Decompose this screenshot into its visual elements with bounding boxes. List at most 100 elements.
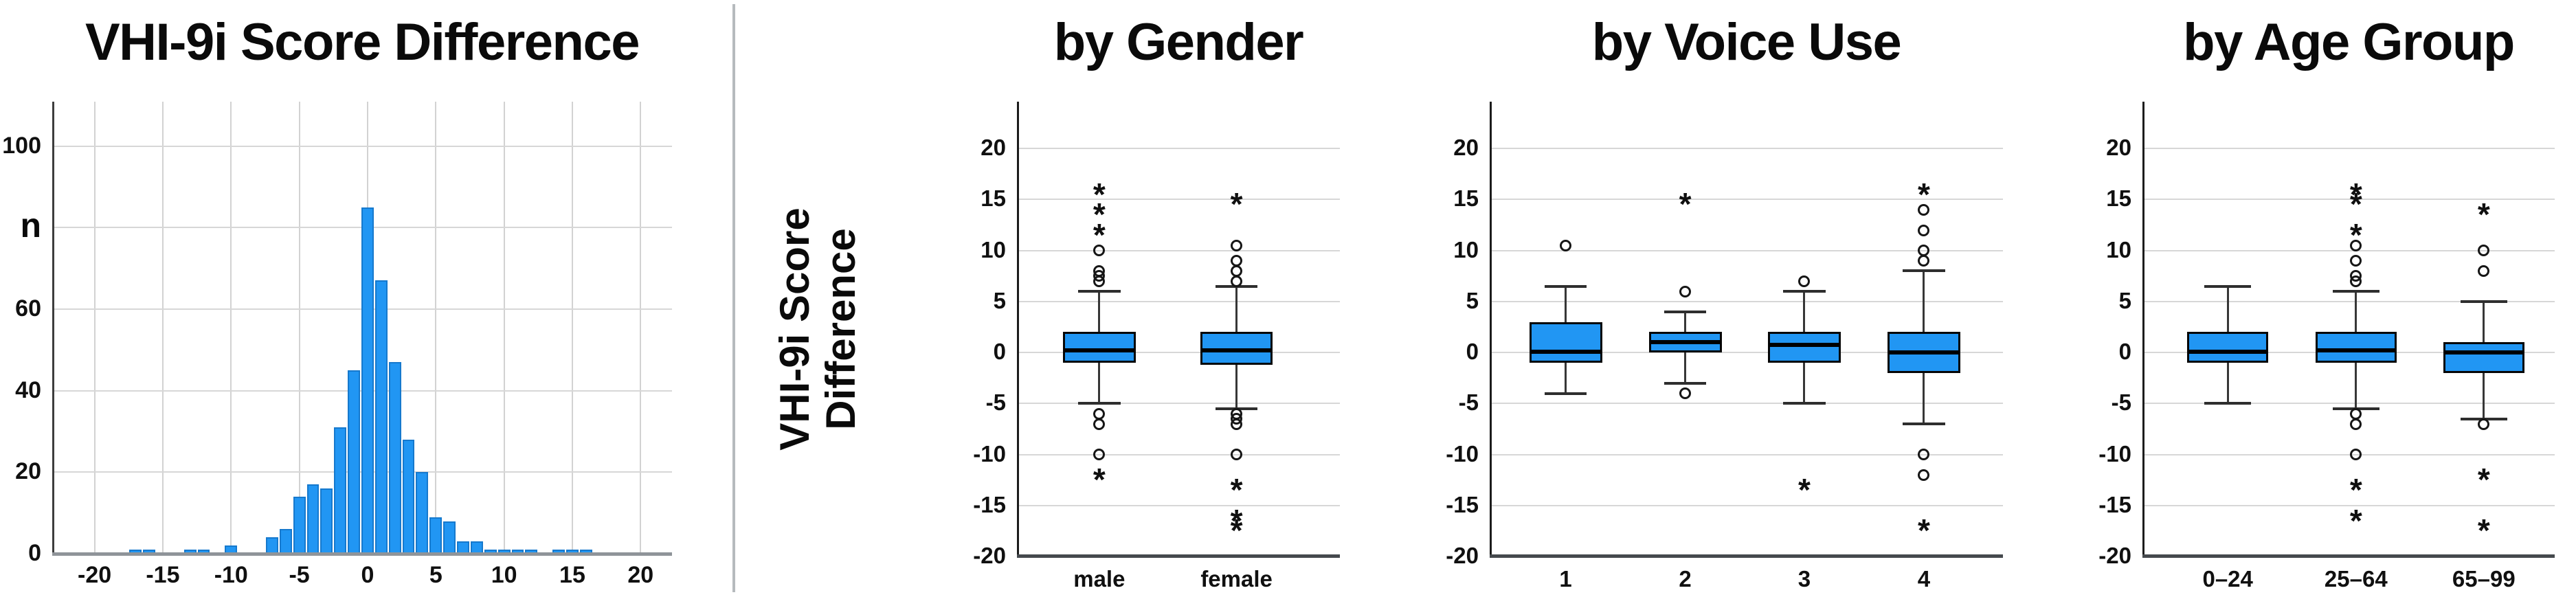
histogram-x-tick-label: 5 bbox=[429, 562, 443, 588]
outlier-circle bbox=[1093, 418, 1106, 430]
box-3 bbox=[1767, 332, 1841, 363]
outlier-circle bbox=[1231, 418, 1243, 430]
box-0–24 bbox=[2187, 332, 2268, 363]
extreme-outlier-star: * bbox=[2349, 217, 2362, 254]
boxplot-y-tick-label: 20 bbox=[2106, 135, 2131, 161]
boxplot-y-tick-label: 20 bbox=[1453, 135, 1479, 161]
boxplot-y-tick-label: -20 bbox=[973, 543, 1006, 568]
histogram-bar bbox=[484, 550, 497, 554]
histogram-x-gridline bbox=[571, 102, 573, 554]
median-line bbox=[1530, 349, 1601, 354]
histogram-bar bbox=[143, 550, 155, 554]
histogram-bar bbox=[334, 427, 347, 554]
category-label-female: female bbox=[1200, 566, 1273, 592]
histogram-bar bbox=[552, 550, 565, 554]
median-line bbox=[2445, 350, 2523, 355]
histogram-bar bbox=[579, 550, 592, 554]
shared-y-axis-label-line2: Difference bbox=[818, 228, 864, 430]
category-label-1: 1 bbox=[1559, 566, 1572, 592]
extreme-outlier-star: * bbox=[1797, 472, 1811, 508]
outlier-circle bbox=[2478, 418, 2490, 430]
extreme-outlier-star: * bbox=[1093, 196, 1106, 233]
boxplot-y-tick-label: -5 bbox=[985, 390, 1006, 416]
boxplot-y-gridline bbox=[1490, 199, 2003, 201]
whisker-cap-top bbox=[1903, 269, 1945, 273]
histogram-bar bbox=[388, 362, 401, 554]
extreme-outlier-star: * bbox=[1918, 512, 1930, 549]
extreme-outlier-star: * bbox=[2477, 462, 2490, 498]
histogram-x-tick-label: -10 bbox=[214, 562, 248, 588]
extreme-outlier-star: * bbox=[1093, 176, 1106, 212]
outlier-circle bbox=[1231, 239, 1243, 251]
extreme-outlier-star: * bbox=[1093, 217, 1106, 254]
histogram-bar bbox=[429, 517, 443, 554]
whisker-cap-top bbox=[1783, 290, 1826, 293]
outlier-circle bbox=[1560, 239, 1572, 251]
shared-y-axis-label-line1: VHI-9i Score bbox=[771, 207, 818, 451]
histogram-x-gridline bbox=[298, 102, 300, 554]
boxplot-y-gridline bbox=[1017, 249, 1340, 251]
histogram-bar bbox=[183, 550, 197, 554]
boxplot-y-gridline bbox=[1490, 249, 2003, 251]
histogram-bar bbox=[416, 472, 429, 554]
histogram-x-tick-label: 20 bbox=[627, 562, 654, 588]
boxplot-y-tick-label: 15 bbox=[2106, 185, 2131, 212]
boxplot-y-gridline bbox=[2142, 453, 2555, 455]
boxplot-y-gridline bbox=[1017, 148, 1340, 150]
boxplot-x-axis-line bbox=[1017, 554, 1340, 558]
histogram-x-tick-label: 15 bbox=[559, 562, 585, 588]
extreme-outlier-star: * bbox=[2349, 176, 2362, 212]
histogram-bar bbox=[402, 439, 415, 554]
median-line bbox=[1769, 343, 1839, 347]
outlier-circle bbox=[2350, 275, 2362, 287]
category-label-0–24: 0–24 bbox=[2202, 566, 2253, 592]
boxplot-y-axis-line bbox=[1017, 102, 1019, 556]
boxplot-y-tick-label: -10 bbox=[973, 440, 1006, 466]
histogram-bar bbox=[129, 550, 142, 554]
boxplot-y-tick-label: 15 bbox=[981, 185, 1006, 212]
category-label-3: 3 bbox=[1797, 566, 1811, 592]
outlier-circle bbox=[1231, 275, 1243, 287]
boxplot-y-tick-label: -10 bbox=[1446, 440, 1479, 466]
median-line bbox=[1650, 340, 1721, 345]
voice-use-boxplot: * * * * bbox=[1490, 102, 2003, 558]
boxplot-x-axis-line bbox=[1490, 554, 2003, 558]
histogram-y-tick-label: 20 bbox=[15, 458, 41, 485]
histogram-x-gridline bbox=[93, 102, 96, 554]
whisker-cap-bottom bbox=[1078, 402, 1121, 405]
extreme-outlier-star: * bbox=[2349, 472, 2362, 508]
boxplot-y-gridline bbox=[1017, 504, 1340, 506]
category-label-2: 2 bbox=[1679, 566, 1692, 592]
boxplot-y-gridline bbox=[1490, 453, 2003, 455]
category-label-4: 4 bbox=[1917, 566, 1931, 592]
histogram-y-axis-n-label: n bbox=[20, 206, 41, 245]
outlier-circle bbox=[1918, 449, 1930, 461]
whisker-cap-bottom bbox=[1664, 381, 1707, 385]
boxplot-y-gridline bbox=[2142, 300, 2555, 302]
whisker-cap-bottom bbox=[1903, 423, 1945, 426]
boxplot-y-tick-label: 10 bbox=[2106, 236, 2131, 262]
age-group-boxplot: * * * * * * * * bbox=[2142, 102, 2555, 558]
histogram-y-axis-line bbox=[52, 102, 54, 554]
histogram-x-axis-line bbox=[52, 552, 672, 556]
boxplot-y-tick-label: 15 bbox=[1453, 185, 1479, 212]
category-label-25–64: 25–64 bbox=[2324, 566, 2388, 592]
median-line bbox=[2317, 348, 2395, 353]
histogram-bar bbox=[197, 550, 210, 554]
histogram-y-tick-label: 40 bbox=[15, 376, 41, 403]
histogram-bar bbox=[374, 280, 388, 554]
median-line bbox=[2188, 349, 2267, 354]
histogram-title: VHI-9i Score Difference bbox=[85, 13, 640, 71]
boxplot-y-gridline bbox=[1017, 199, 1340, 201]
histogram-x-tick-label: -15 bbox=[146, 562, 180, 588]
histogram-x-tick-label: 10 bbox=[491, 562, 517, 588]
histogram-bar bbox=[443, 521, 456, 554]
outlier-circle bbox=[2350, 449, 2362, 461]
median-line bbox=[1064, 348, 1134, 353]
panel-divider bbox=[732, 4, 735, 592]
boxplot-y-gridline bbox=[1490, 352, 2003, 354]
outlier-circle bbox=[2350, 239, 2362, 251]
boxplot-y-gridline bbox=[2142, 249, 2555, 251]
histogram-y-tick-label: 60 bbox=[15, 295, 41, 322]
outlier-circle bbox=[1093, 449, 1106, 461]
